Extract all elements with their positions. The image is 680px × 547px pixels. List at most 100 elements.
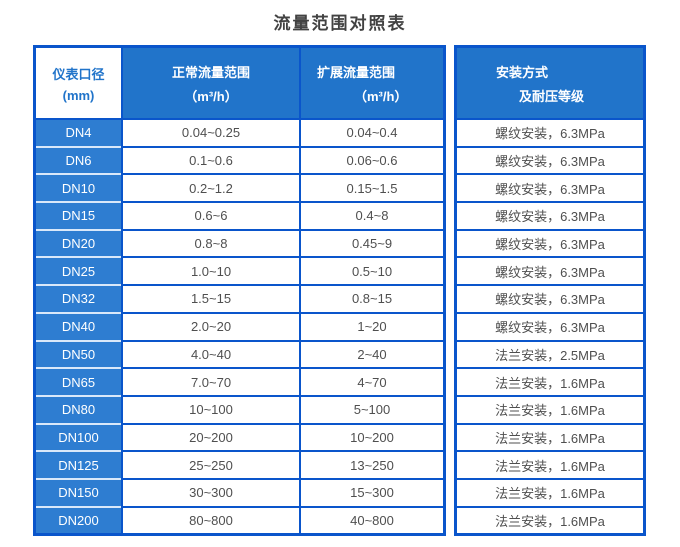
- cell-extended-flow: 0.8~15: [299, 284, 443, 312]
- install-method-value: 法兰安装，1.6MPa: [495, 458, 605, 474]
- header-install-method-label: 安装方式: [496, 64, 549, 80]
- cell-normal-flow: 1.0~10: [121, 256, 299, 285]
- normal-flow-value: 0.6~6: [194, 208, 228, 224]
- header-normal-flow-unit: （m³/h）: [184, 88, 238, 104]
- header-normal-flow-label: 正常流量范围: [171, 64, 250, 80]
- table-row: DN20 0.8~8 0.45~9: [36, 228, 443, 257]
- header-extended-flow-label: 扩展流量范围: [317, 64, 396, 80]
- normal-flow-value: 7.0~70: [190, 374, 232, 390]
- cell-install-method: 螺纹安装，6.3MPa: [457, 201, 643, 229]
- diameter-value: DN32: [61, 291, 96, 307]
- install-method-value: 螺纹安装，6.3MPa: [495, 154, 605, 170]
- normal-flow-value: 0.2~1.2: [189, 180, 233, 196]
- diameter-value: DN80: [61, 402, 96, 418]
- cell-normal-flow: 25~250: [121, 450, 299, 478]
- table-row: DN4 0.04~0.25 0.04~0.4: [36, 118, 443, 146]
- cell-extended-flow: 15~300: [299, 477, 443, 506]
- cell-extended-flow: 2~40: [299, 339, 443, 368]
- normal-flow-value: 1.0~10: [190, 263, 232, 279]
- cell-normal-flow: 7.0~70: [121, 367, 299, 395]
- normal-flow-value: 1.5~15: [190, 291, 232, 307]
- normal-flow-value: 0.04~0.25: [181, 125, 241, 141]
- cell-normal-flow: 0.6~6: [121, 201, 299, 229]
- cell-extended-flow: 5~100: [299, 394, 443, 423]
- install-method-value: 螺纹安装，6.3MPa: [495, 264, 605, 280]
- table-row: DN80 10~100 5~100: [36, 394, 443, 423]
- extended-flow-value: 0.4~8: [355, 208, 389, 224]
- cell-normal-flow: 0.2~1.2: [121, 173, 299, 202]
- cell-normal-flow: 30~300: [121, 477, 299, 506]
- cell-install-method: 螺纹安装，6.3MPa: [457, 145, 643, 174]
- cell-extended-flow: 0.15~1.5: [299, 173, 443, 202]
- cell-diameter: DN125: [36, 450, 121, 478]
- table-main-block: 仪表口径 (mm) 正常流量范围 （m³/h） 扩展流量范围 （m³/h） DN…: [33, 45, 446, 537]
- header-normal-flow: 正常流量范围 （m³/h）: [121, 48, 299, 118]
- cell-install-method: 法兰安装，2.5MPa: [457, 339, 643, 368]
- normal-flow-value: 30~300: [189, 485, 233, 501]
- cell-diameter: DN6: [36, 145, 121, 174]
- cell-normal-flow: 1.5~15: [121, 284, 299, 312]
- extended-flow-value: 13~250: [350, 457, 394, 473]
- cell-diameter: DN10: [36, 173, 121, 202]
- cell-extended-flow: 4~70: [299, 367, 443, 395]
- diameter-value: DN25: [61, 263, 96, 279]
- table-row: DN50 4.0~40 2~40: [36, 339, 443, 368]
- extended-flow-value: 0.06~0.6: [346, 153, 398, 169]
- cell-install-method: 螺纹安装，6.3MPa: [457, 311, 643, 340]
- cell-diameter: DN32: [36, 284, 121, 312]
- table-row: DN40 2.0~20 1~20: [36, 311, 443, 340]
- table-row: DN200 80~800 40~800: [36, 505, 443, 534]
- cell-extended-flow: 0.45~9: [299, 228, 443, 257]
- diameter-value: DN10: [61, 180, 96, 196]
- cell-diameter: DN150: [36, 477, 121, 506]
- cell-install-method: 螺纹安装，6.3MPa: [457, 118, 643, 146]
- header-install-method: 安装方式 及耐压等级: [457, 48, 643, 118]
- normal-flow-value: 10~100: [189, 402, 233, 418]
- cell-diameter: DN200: [36, 505, 121, 534]
- install-method-value: 法兰安装，1.6MPa: [495, 513, 605, 529]
- normal-flow-value: 2.0~20: [190, 319, 232, 335]
- normal-flow-value: 80~800: [189, 512, 233, 528]
- diameter-value: DN20: [61, 236, 96, 252]
- cell-extended-flow: 1~20: [299, 311, 443, 340]
- header-extended-flow: 扩展流量范围 （m³/h）: [299, 48, 443, 118]
- cell-extended-flow: 13~250: [299, 450, 443, 478]
- table-install-block: 安装方式 及耐压等级 螺纹安装，6.3MPa 螺纹安装，6.3MPa 螺纹安装，…: [454, 45, 646, 537]
- cell-diameter: DN15: [36, 201, 121, 229]
- diameter-value: DN50: [61, 346, 96, 362]
- table-row: DN65 7.0~70 4~70: [36, 367, 443, 395]
- cell-diameter: DN40: [36, 311, 121, 340]
- diameter-value: DN125: [58, 457, 99, 473]
- table-row: DN32 1.5~15 0.8~15: [36, 284, 443, 312]
- install-method-value: 法兰安装，1.6MPa: [495, 430, 605, 446]
- extended-flow-value: 0.8~15: [351, 291, 393, 307]
- diameter-value: DN15: [61, 208, 96, 224]
- install-method-value: 螺纹安装，6.3MPa: [495, 292, 605, 308]
- table-row: DN15 0.6~6 0.4~8: [36, 201, 443, 229]
- cell-diameter: DN25: [36, 256, 121, 285]
- normal-flow-value: 0.8~8: [194, 236, 228, 252]
- normal-flow-value: 0.1~0.6: [189, 153, 233, 169]
- cell-extended-flow: 0.04~0.4: [299, 118, 443, 146]
- cell-diameter: DN50: [36, 339, 121, 368]
- extended-flow-value: 5~100: [353, 402, 391, 418]
- install-method-value: 法兰安装，1.6MPa: [495, 403, 605, 419]
- install-method-value: 法兰安装，1.6MPa: [495, 486, 605, 502]
- extended-flow-value: 10~200: [350, 429, 394, 445]
- cell-install-method: 螺纹安装，6.3MPa: [457, 228, 643, 257]
- cell-extended-flow: 0.5~10: [299, 256, 443, 285]
- extended-flow-value: 15~300: [350, 485, 394, 501]
- table-row: DN100 20~200 10~200: [36, 422, 443, 451]
- cell-normal-flow: 0.04~0.25: [121, 118, 299, 146]
- cell-install-method: 螺纹安装，6.3MPa: [457, 256, 643, 285]
- header-meter-diameter: 仪表口径 (mm): [36, 48, 121, 118]
- diameter-value: DN150: [58, 485, 99, 501]
- cell-extended-flow: 10~200: [299, 422, 443, 451]
- cell-diameter: DN100: [36, 422, 121, 451]
- cell-normal-flow: 4.0~40: [121, 339, 299, 368]
- cell-diameter: DN20: [36, 228, 121, 257]
- extended-flow-value: 0.15~1.5: [346, 180, 398, 196]
- install-method-value: 螺纹安装，6.3MPa: [495, 320, 605, 336]
- cell-install-method: 法兰安装，1.6MPa: [457, 505, 643, 534]
- install-method-value: 螺纹安装，6.3MPa: [495, 237, 605, 253]
